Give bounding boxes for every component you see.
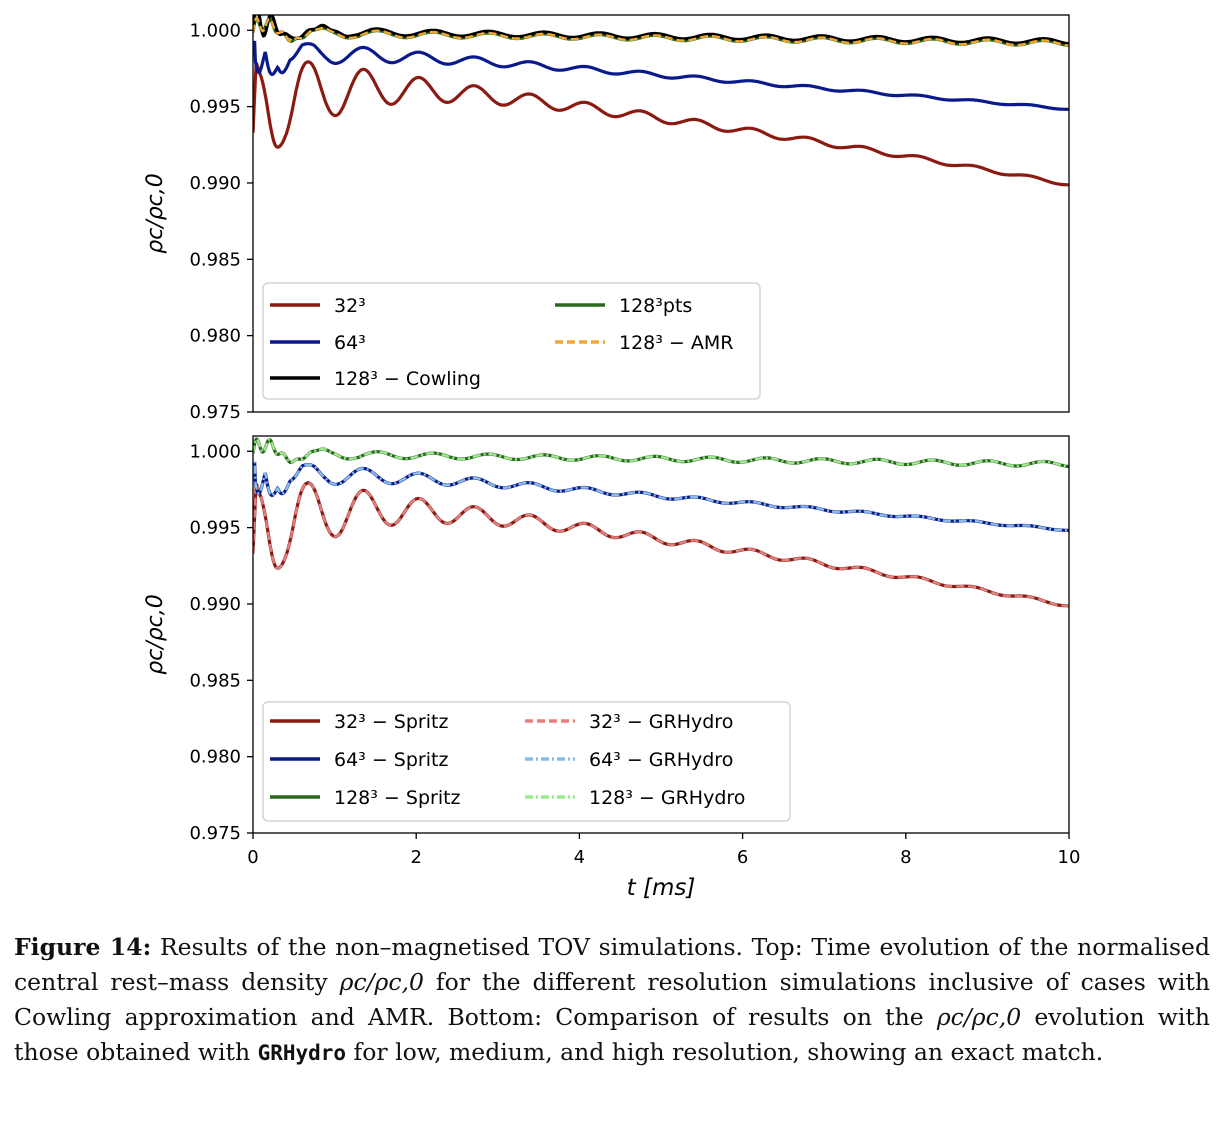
axes-frame	[252, 435, 1070, 834]
chart-panel-top: 0.975 0.980 0.985 0.990 0.995 1.000 ρc/ρc,0 32³…	[143, 14, 1070, 423]
caption-label: Figure 14:	[14, 933, 152, 961]
x-tick-label: 4	[574, 847, 585, 868]
plot-area	[253, 437, 1069, 608]
chart-panel-bottom: 0.975 0.980 0.985 0.990 0.995 1.000 0 2 4 6 8 10 ρc/…	[143, 435, 1081, 901]
y-tick-label: 1.000	[189, 441, 241, 462]
caption-text-2: for the different resolution simulations…	[14, 968, 1210, 1031]
x-tick-label: 6	[737, 847, 748, 868]
legend-box	[262, 701, 791, 822]
caption-text-4: for low, medium, and high resolution, sh…	[346, 1038, 1104, 1066]
y-tick-label: 0.980	[189, 326, 241, 347]
legend-label-643-grhydro: 64³ − GRHydro	[589, 749, 733, 771]
y-tick-label: 0.995	[189, 518, 241, 539]
legend-label-643-spritz: 64³ − Spritz	[334, 749, 448, 771]
legend-label-323-grhydro: 32³ − GRHydro	[589, 711, 733, 733]
y-tick-label: 0.975	[189, 823, 241, 844]
y-tick-label: 0.995	[189, 97, 241, 118]
x-tick-label: 10	[1058, 847, 1081, 868]
y-axis-label: ρc/ρc,0	[143, 173, 168, 254]
y-tick-label: 0.990	[189, 594, 241, 615]
legend-label-643: 64³	[334, 332, 366, 354]
y-axis-label: ρc/ρc,0	[143, 594, 168, 675]
legend-label-323-spritz: 32³ − Spritz	[334, 711, 448, 733]
series-line-643-grhydro	[253, 461, 1069, 532]
legend-label-323: 32³	[334, 295, 366, 317]
series-line-323-grhydro	[253, 481, 1069, 607]
caption-symbol-1: ρc/ρc,0	[339, 968, 424, 996]
legend-label-1283-amr: 128³ − AMR	[619, 332, 733, 354]
caption-text-1: Results of the non–magnetised TOV simula…	[14, 933, 1210, 996]
y-tick-label: 0.975	[189, 402, 241, 423]
axes-frame	[252, 14, 1070, 413]
figure-canvas: 0.975 0.980 0.985 0.990 0.995 1.000 ρc/ρc,0 32³…	[143, 14, 1081, 901]
y-tick-label: 0.985	[189, 670, 241, 691]
legend-label-1283pts: 128³pts	[619, 295, 692, 317]
y-tick-label: 1.000	[189, 20, 241, 41]
legend-label-1283-grhydro: 128³ − GRHydro	[589, 787, 745, 809]
y-tick-label: 0.990	[189, 173, 241, 194]
y-tick-label: 0.980	[189, 747, 241, 768]
x-tick-label: 0	[247, 847, 258, 868]
caption-text-3: evolution with those obtained with	[14, 1003, 1210, 1066]
legend: 32³ − Spritz 64³ − Spritz 128³ − Spritz 32³…	[262, 701, 791, 822]
legend: 32³ 64³ 128³ − Cowling 128³pts 128³ − AMR	[262, 282, 761, 400]
x-tick-label: 8	[900, 847, 911, 868]
y-tick-label: 0.985	[189, 249, 241, 270]
x-tick-label: 2	[410, 847, 421, 868]
plot-area	[253, 15, 1069, 187]
x-axis-label: t [ms]	[627, 875, 696, 901]
legend-label-1283-spritz: 128³ − Spritz	[334, 787, 461, 809]
series-line-1283-grhydro	[253, 438, 1069, 468]
caption-code: GRHydro	[257, 1041, 347, 1065]
series-line-323	[253, 60, 1069, 187]
series-line-323-spritz	[253, 481, 1069, 608]
legend-label-1283-cowling: 128³ − Cowling	[334, 368, 481, 390]
figure-caption: Figure 14: Results of the non–magnetised…	[14, 930, 1210, 1071]
caption-symbol-2: ρc/ρc,0	[936, 1003, 1022, 1031]
series-line-1283-amr	[253, 17, 1069, 47]
series-line-1283-cowling	[253, 15, 1069, 46]
legend-box	[262, 282, 761, 400]
series-line-643	[253, 40, 1069, 111]
